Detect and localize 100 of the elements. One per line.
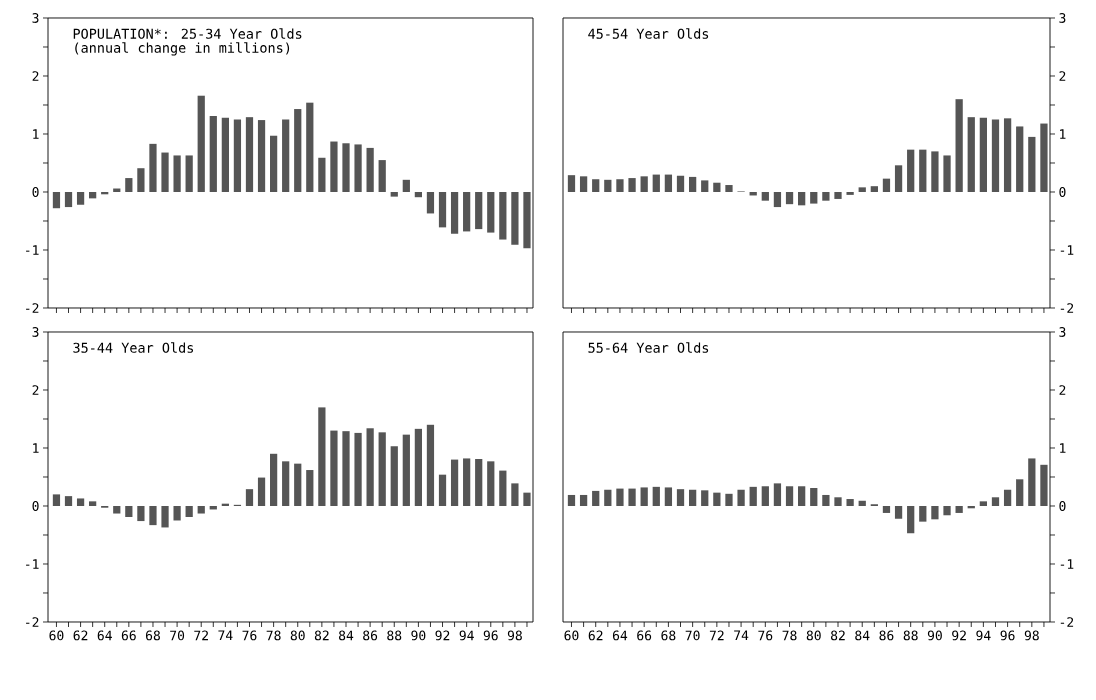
text: 35-44 Year Olds xyxy=(73,342,194,353)
bar xyxy=(318,407,326,506)
bar xyxy=(185,155,193,192)
y-tick-label: 1 xyxy=(1060,129,1066,139)
bar xyxy=(919,149,927,192)
y-tick-label: -1 xyxy=(1060,559,1074,569)
bar xyxy=(318,157,326,192)
x-tick-label: 64 xyxy=(97,630,112,641)
y-tick-label: 3 xyxy=(1059,13,1066,23)
y-tick-label: -2 xyxy=(1060,303,1074,313)
bar xyxy=(173,155,181,192)
bar xyxy=(306,470,314,506)
bar xyxy=(294,463,302,506)
bar xyxy=(798,486,806,506)
bar xyxy=(1028,458,1036,506)
bar xyxy=(64,191,73,208)
bar xyxy=(1040,123,1048,192)
bar xyxy=(979,501,988,506)
bar xyxy=(931,505,939,520)
bar xyxy=(270,453,278,506)
y-tick-label: 3 xyxy=(32,327,39,337)
bar xyxy=(737,489,745,506)
bar xyxy=(907,505,915,534)
bar xyxy=(1016,126,1024,192)
bar xyxy=(616,488,624,506)
y-tick-label: 3 xyxy=(32,13,39,23)
x-tick-label: 74 xyxy=(218,630,233,640)
bar xyxy=(676,489,685,506)
y-tick-label: 0 xyxy=(1059,501,1066,511)
bar xyxy=(173,505,181,521)
x-tick-label: 78 xyxy=(782,630,797,641)
bar xyxy=(628,178,636,192)
x-tick-label: 76 xyxy=(242,630,257,641)
bar xyxy=(76,498,85,506)
bar xyxy=(616,179,624,192)
bar xyxy=(438,191,447,228)
x-tick-label: 86 xyxy=(363,630,378,641)
bar xyxy=(894,165,903,192)
x-tick-label: 98 xyxy=(507,630,522,641)
bar xyxy=(113,505,121,514)
bar xyxy=(567,175,576,192)
bar xyxy=(846,191,854,195)
y-tick-label: 3 xyxy=(1059,327,1066,337)
bar xyxy=(125,178,133,192)
bar xyxy=(604,489,612,506)
x-tick-label: 70 xyxy=(685,630,700,641)
x-tick-label: 86 xyxy=(879,630,894,641)
bar xyxy=(257,477,266,506)
bar xyxy=(438,474,447,506)
bar xyxy=(487,191,495,233)
bar xyxy=(713,182,721,192)
bar xyxy=(652,486,660,506)
bar xyxy=(306,102,314,192)
bar xyxy=(64,496,73,506)
bar xyxy=(499,470,507,506)
bar xyxy=(579,494,588,506)
bar xyxy=(149,143,157,192)
bar xyxy=(511,191,519,245)
y-tick-label: 1 xyxy=(33,129,39,139)
bar xyxy=(882,178,891,192)
y-tick-label: 0 xyxy=(1059,187,1066,197)
text: (annual change in millions) xyxy=(75,42,290,56)
x-tick-label: 64 xyxy=(612,630,628,641)
bar xyxy=(475,191,483,230)
bar xyxy=(701,180,709,192)
bar xyxy=(125,505,133,518)
bar xyxy=(1028,136,1036,192)
bar xyxy=(463,191,471,232)
bar xyxy=(52,494,61,506)
x-tick-label: 88 xyxy=(387,630,402,641)
bar xyxy=(592,490,600,506)
y-tick-label: -1 xyxy=(26,245,39,255)
bar xyxy=(1040,464,1048,506)
bar xyxy=(579,176,588,192)
bar xyxy=(785,191,794,205)
bar xyxy=(664,174,673,192)
bar xyxy=(245,117,254,192)
x-tick-label: 84 xyxy=(855,630,870,641)
bar xyxy=(834,497,842,506)
bar xyxy=(330,141,338,192)
bar xyxy=(149,505,157,526)
bar xyxy=(487,461,495,506)
bar xyxy=(161,152,169,192)
bar xyxy=(592,179,600,192)
bar xyxy=(197,505,205,514)
bar xyxy=(414,428,423,506)
bar xyxy=(475,459,483,506)
bar xyxy=(76,191,85,205)
bar xyxy=(89,191,97,199)
bar xyxy=(257,120,266,192)
bar xyxy=(943,155,951,192)
bar xyxy=(919,505,927,522)
bar xyxy=(628,488,636,506)
x-tick-label: 80 xyxy=(290,630,305,641)
bar xyxy=(955,505,963,513)
y-tick-label: 1 xyxy=(1060,443,1066,453)
bar xyxy=(390,191,398,197)
bar xyxy=(52,191,61,209)
bar xyxy=(450,459,459,506)
bar xyxy=(955,99,963,192)
